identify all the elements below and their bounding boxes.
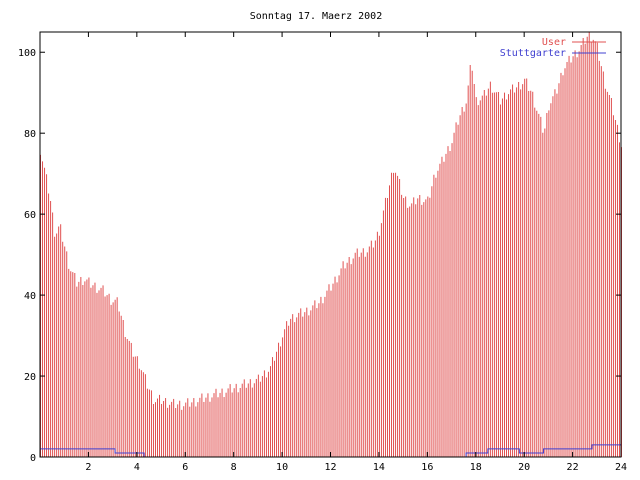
user-impulses [40,32,622,457]
x-tick-label: 16 [421,462,433,473]
x-tick-label: 14 [373,462,385,473]
y-axis: 0 20 40 60 80 100 [18,48,621,464]
y-tick-label: 60 [24,210,36,221]
x-tick-label: 4 [134,462,140,473]
x-tick-label: 22 [567,462,579,473]
x-axis: 2 4 6 8 10 12 14 16 18 20 22 24 [85,32,627,473]
x-tick-label: 8 [231,462,237,473]
legend: User Stuttgarter [500,37,606,59]
x-tick-label: 12 [324,462,336,473]
y-tick-label: 40 [24,291,36,302]
chart-title: Sonntag 17. Maerz 2002 [250,11,382,22]
stuttgarter-steps [40,444,621,458]
y-tick-label: 80 [24,129,36,140]
x-tick-label: 18 [470,462,482,473]
y-tick-label: 20 [24,372,36,383]
x-tick-label: 6 [182,462,188,473]
y-tick-label: 100 [18,48,36,59]
legend-label-stuttgarter: Stuttgarter [500,48,566,59]
x-tick-label: 10 [276,462,288,473]
legend-label-user: User [542,37,566,48]
x-tick-label: 24 [615,462,627,473]
x-tick-label: 2 [85,462,91,473]
x-tick-label: 20 [518,462,530,473]
y-tick-label: 0 [30,453,36,464]
stuttgarter-line [40,444,621,458]
